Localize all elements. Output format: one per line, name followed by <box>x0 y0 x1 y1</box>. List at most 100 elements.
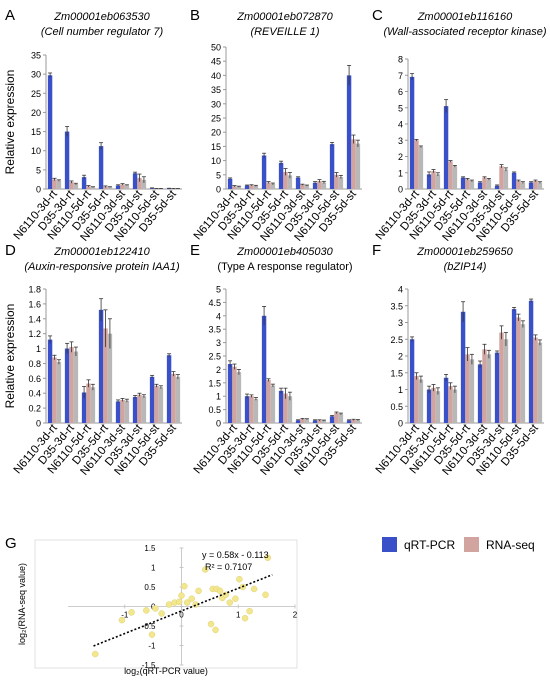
bar-series-3 <box>452 389 458 423</box>
panel-a: A Zm00001eb063530 (Cell number regulator 7… <box>3 7 182 244</box>
panel-letter: F <box>372 242 381 259</box>
bar-qrt-pcr <box>81 177 87 189</box>
bar-qrt-pcr <box>295 177 301 189</box>
scatter-point <box>236 575 243 583</box>
bar-series-3 <box>469 180 475 189</box>
bar-series-3 <box>287 396 293 423</box>
scatter-point <box>216 587 224 595</box>
panel-letter: G <box>5 535 17 552</box>
panel-title: Zm00001eb405030 <box>236 246 333 258</box>
bar-qrt-pcr <box>528 300 534 423</box>
bar-series-3 <box>321 182 327 189</box>
scatter-point <box>143 607 150 614</box>
y-tick-label: 15 <box>31 127 41 137</box>
panel-letter: D <box>5 242 16 259</box>
y-tick-label: 1.2 <box>28 329 41 339</box>
bar-qrt-pcr <box>81 392 87 423</box>
y-tick-label: 30 <box>31 70 41 80</box>
bar-rna-seq <box>249 185 254 189</box>
bar-rna-seq <box>516 180 521 189</box>
y-tick-label: 1 <box>36 344 41 354</box>
bar-series-3 <box>486 179 492 189</box>
bar-series-3 <box>236 372 242 423</box>
y-tick-label: 0 <box>398 419 403 429</box>
y-tick-label: 20 <box>31 108 41 118</box>
bar-series-3 <box>418 146 424 189</box>
y-tick-label: 0.8 <box>28 359 41 369</box>
bar-rna-seq <box>334 412 339 423</box>
scatter-point <box>118 616 126 624</box>
y-tick-label: 0.4 <box>28 389 41 399</box>
y-tick-label: 4 <box>398 120 403 130</box>
bar-rna-seq <box>120 184 125 189</box>
bar-rna-seq <box>266 380 271 423</box>
panel-letter: C <box>372 7 383 24</box>
bar-rna-seq <box>300 418 305 423</box>
y-tick-label: 1 <box>216 392 221 402</box>
bar-rna-seq <box>69 347 74 423</box>
bar-rna-seq <box>266 182 271 189</box>
bar-rna-seq <box>482 349 487 423</box>
bar-series-3 <box>270 385 276 423</box>
bar-rna-seq <box>52 179 57 189</box>
bar-rna-seq <box>283 171 288 189</box>
scatter-point <box>262 591 269 599</box>
panel-letter: E <box>190 242 200 259</box>
bar-series-3 <box>253 185 259 189</box>
bar-qrt-pcr <box>460 177 466 189</box>
panel-c: C Zm00001eb116160 (Wall-associated recepto… <box>372 7 547 244</box>
bar-rna-seq <box>351 139 356 189</box>
y-tick-label: 2.5 <box>390 335 403 345</box>
y-tick-label: 1.8 <box>28 285 41 295</box>
bar-rna-seq <box>334 174 339 189</box>
bar-qrt-pcr <box>47 75 53 189</box>
y-tick-label: 3.5 <box>208 325 221 335</box>
bar-rna-seq <box>137 394 142 423</box>
y-tick-label: 8 <box>398 55 403 65</box>
bar-qrt-pcr <box>132 396 138 423</box>
panel-title: Zm00001eb259650 <box>416 246 513 258</box>
bar-rna-seq <box>414 140 419 189</box>
x-tick-label: 1 <box>236 611 241 620</box>
bar-rna-seq <box>317 181 322 189</box>
y-tick-label: 4.5 <box>208 298 221 308</box>
y-tick-label: 3.5 <box>390 301 403 311</box>
bar-rna-seq <box>431 387 436 423</box>
bar-qrt-pcr <box>115 401 121 423</box>
bar-rna-seq <box>86 186 91 189</box>
bar-rna-seq <box>448 161 453 189</box>
bar-rna-seq <box>249 396 254 423</box>
y-tick-label: 0.5 <box>208 405 221 415</box>
bar-qrt-pcr <box>329 144 335 189</box>
legend-label: qRT-PCR <box>404 538 455 552</box>
y-tick-label: 0.2 <box>28 404 41 414</box>
bar-series-3 <box>56 180 62 189</box>
bar-series-3 <box>355 143 361 189</box>
bar-rna-seq <box>69 182 74 189</box>
y-tick-label: -0.5 <box>142 622 156 631</box>
panel-subtitle: (Wall-associated receptor kinase) <box>383 26 546 38</box>
bar-qrt-pcr <box>409 339 415 423</box>
bar-rna-seq <box>499 332 504 423</box>
panel-f: F Zm00001eb259650 (bZIP14) 0 0.5 1 1.5 2 2.5 3 3.5… <box>372 242 544 478</box>
bar-rna-seq <box>103 328 108 423</box>
bar-series-3 <box>287 175 293 189</box>
scatter-point <box>175 598 183 606</box>
y-tick-label: 50 <box>211 43 221 53</box>
panel-title: Zm00001eb072870 <box>236 11 333 23</box>
y-tick-label: 4 <box>216 311 221 321</box>
bar-rna-seq <box>232 186 237 189</box>
bar-qrt-pcr <box>494 352 500 423</box>
scatter-point <box>158 610 165 617</box>
bar-qrt-pcr <box>295 420 301 423</box>
bar-rna-seq <box>317 420 322 423</box>
panel-e: E Zm00001eb405030 (Type A response regulat… <box>190 242 362 478</box>
bar-rna-seq <box>351 419 356 423</box>
bar-series-3 <box>469 359 475 423</box>
panel-subtitle: (Type A response regulator) <box>217 261 352 273</box>
bar-qrt-pcr <box>312 420 318 423</box>
bar-qrt-pcr <box>98 146 104 189</box>
legend-swatch <box>464 537 479 552</box>
bar-qrt-pcr <box>278 162 284 189</box>
